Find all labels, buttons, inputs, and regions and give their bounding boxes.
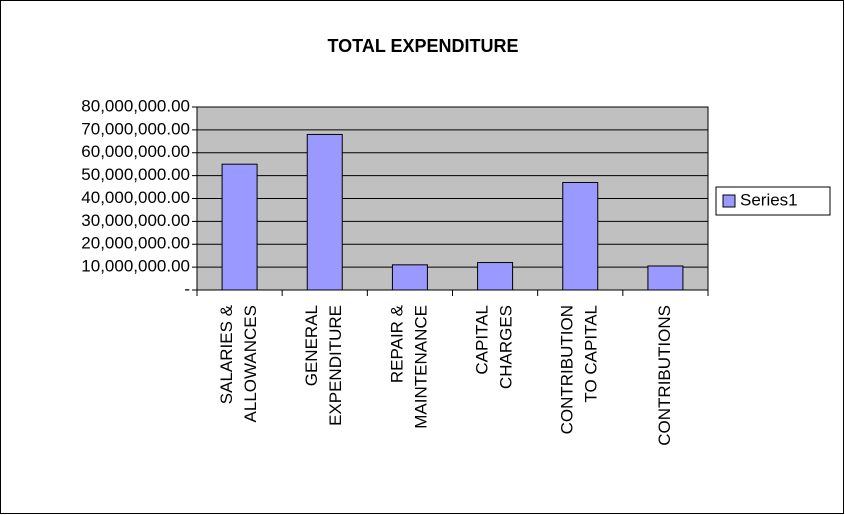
x-tick-label: REPAIR & — [387, 304, 406, 383]
y-tick-label: 80,000,000.00 — [81, 96, 190, 115]
x-tick-label: ALLOWANCES — [241, 305, 260, 422]
bar — [391, 264, 428, 291]
x-tick-label: TO CAPITAL — [582, 305, 601, 403]
y-tick-label: - — [184, 279, 190, 298]
y-tick-label: 60,000,000.00 — [81, 142, 190, 161]
chart-title: TOTAL EXPENDITURE — [327, 36, 518, 56]
y-tick-label: 50,000,000.00 — [81, 165, 190, 184]
bar — [647, 265, 684, 291]
y-tick-label: 70,000,000.00 — [81, 119, 190, 138]
x-tick-label: GENERAL — [302, 305, 321, 386]
y-tick-label: 30,000,000.00 — [81, 211, 190, 230]
x-tick-label: EXPENDITURE — [326, 305, 345, 426]
bar — [477, 262, 514, 291]
x-tick-label: CONTRIBUTION — [558, 305, 577, 434]
bar — [306, 133, 343, 291]
bar — [221, 163, 258, 291]
legend-box — [715, 186, 831, 216]
x-tick-label: CAPITAL — [473, 305, 492, 375]
x-tick-label: CHARGES — [497, 305, 516, 389]
x-tick-label: CONTRIBUTIONS — [655, 305, 674, 446]
x-tick-label: MAINTENANCE — [411, 305, 430, 429]
bar — [562, 181, 599, 291]
y-tick-label: 20,000,000.00 — [81, 234, 190, 253]
y-tick-label: 10,000,000.00 — [81, 257, 190, 276]
legend-label: Series1 — [740, 190, 798, 209]
x-tick-label: SALARIES & — [217, 304, 236, 404]
y-tick-label: 40,000,000.00 — [81, 188, 190, 207]
legend-swatch — [722, 194, 736, 208]
